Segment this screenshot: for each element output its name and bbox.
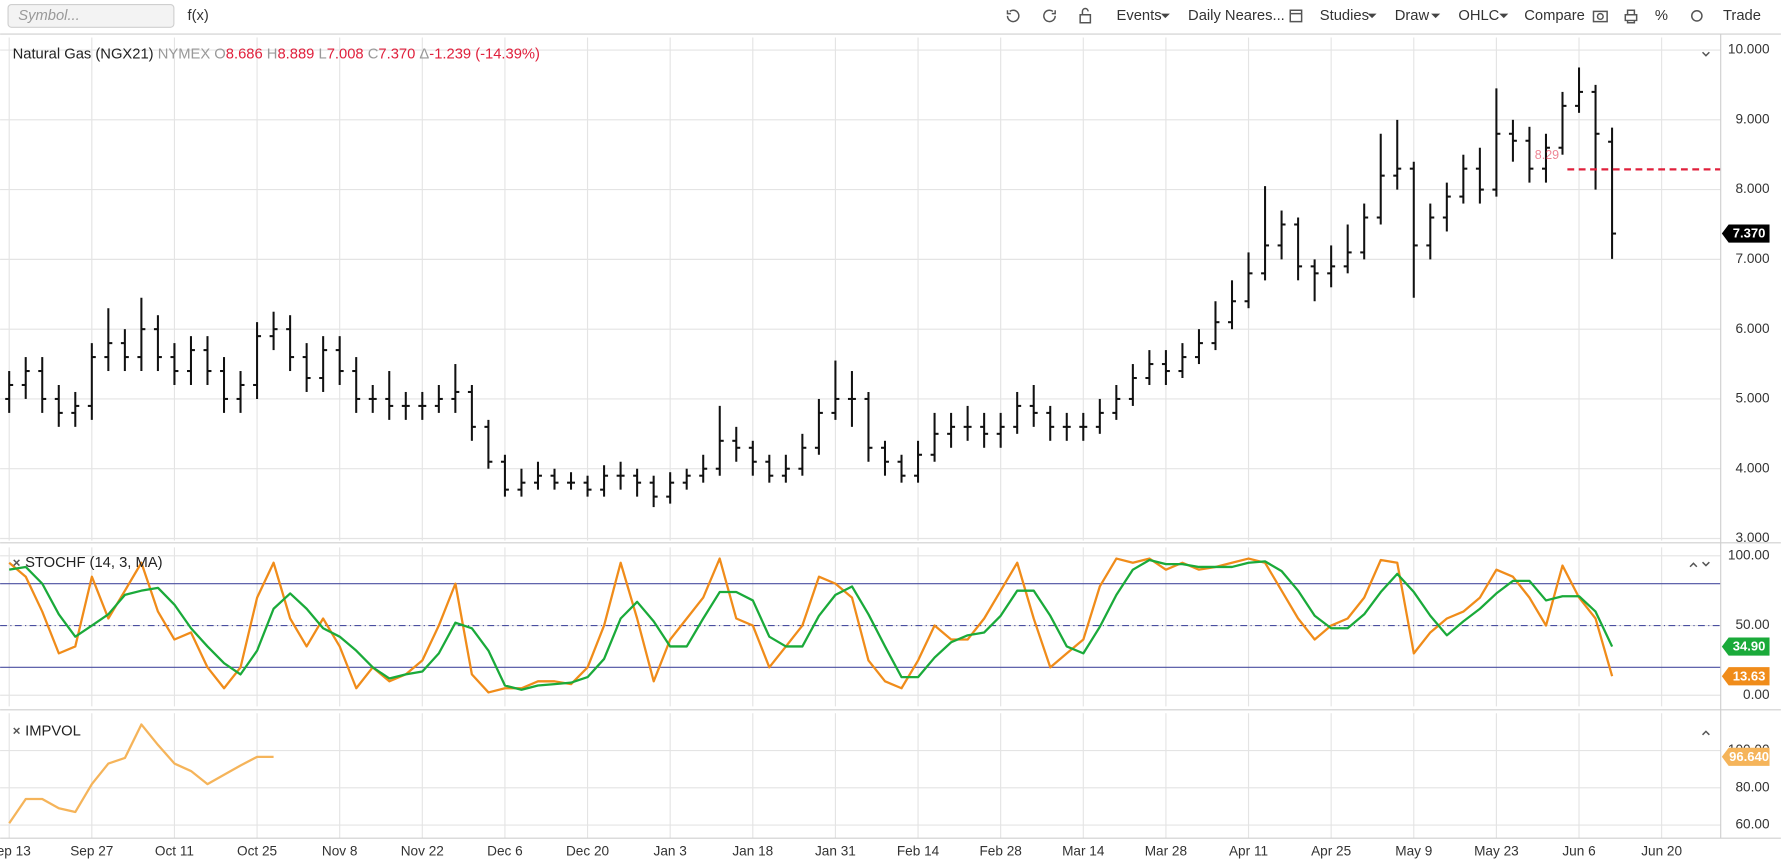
x-tick-label: Oct 11 <box>155 843 194 858</box>
print-icon[interactable] <box>1624 9 1638 24</box>
x-tick-label: May 9 <box>1395 843 1432 858</box>
price-legend: Natural Gas (NGX21) NYMEX O8.686 H8.889 … <box>13 46 540 62</box>
y-tick-label: 0.00 <box>1743 687 1770 702</box>
reference-label: 8.29 <box>1535 148 1559 162</box>
value-badge <box>1721 747 1770 766</box>
change-key: Δ <box>419 46 429 62</box>
y-tick-label: 60.00 <box>1735 817 1769 832</box>
x-tick-label: Sep 27 <box>70 843 113 858</box>
x-tick-label: Jun 6 <box>1562 843 1595 858</box>
pane-arrows[interactable] <box>1689 561 1710 568</box>
caret <box>1160 13 1170 19</box>
compare-button[interactable]: Compare <box>1524 8 1585 24</box>
ohlc-value: 8.889 <box>277 46 314 62</box>
study-line <box>8 557 1614 694</box>
y-tick-label: 5.000 <box>1735 391 1769 406</box>
x-tick-label: Dec 20 <box>566 843 610 858</box>
caret <box>1431 13 1441 19</box>
study-title: STOCHF (14, 3, MA) <box>25 555 162 571</box>
value-badge <box>1721 224 1770 243</box>
remove-study-icon[interactable] <box>13 727 20 735</box>
x-tick-label: Jun 20 <box>1641 843 1682 858</box>
remove-study-icon[interactable] <box>13 559 20 567</box>
symbol-input[interactable] <box>7 3 175 28</box>
labels-layer: 3.000 4.000 5.000 6.000 7.000 8.000 9.000 10.00… <box>0 42 1770 859</box>
marks-layer <box>5 67 1721 824</box>
caret <box>1367 13 1377 19</box>
y-tick-label: 7.000 <box>1735 251 1769 266</box>
value-badge-label: 7.370 <box>1733 226 1766 241</box>
x-tick-label: Jan 31 <box>815 843 856 858</box>
study-line <box>9 558 1614 691</box>
ohlc-key: C <box>368 46 379 62</box>
redo-icon[interactable] <box>1043 9 1056 23</box>
ohlc-value: 7.370 <box>378 46 415 62</box>
menu-period[interactable]: Daily Neares... <box>1188 8 1285 24</box>
x-tick-label: Jan 18 <box>732 843 773 858</box>
value-badge <box>1721 637 1770 656</box>
study-title: IMPVOL <box>25 723 81 739</box>
y-tick-label: 6.000 <box>1735 321 1769 336</box>
y-tick-label: 100.00 <box>1728 547 1770 562</box>
x-tick-label: Nov 8 <box>322 843 358 858</box>
menu-draw[interactable]: Draw <box>1395 8 1430 24</box>
y-tick-label: 10.000 <box>1728 42 1770 57</box>
instrument-title: Natural Gas (NGX21) <box>13 46 154 62</box>
trade-button[interactable]: Trade <box>1723 8 1761 24</box>
x-tick-label: Sep 13 <box>0 843 31 858</box>
x-tick-label: Oct 25 <box>237 843 277 858</box>
settings-icon[interactable] <box>1691 10 1703 22</box>
calendar-icon[interactable] <box>1289 9 1303 23</box>
value-badge-label: 96.640 <box>1729 749 1769 764</box>
y-tick-label: 80.00 <box>1735 779 1769 794</box>
value-badge <box>1721 667 1770 686</box>
undo-icon[interactable] <box>1006 9 1020 23</box>
y-tick-label: 9.000 <box>1735 111 1769 126</box>
x-tick-label: Dec 6 <box>487 843 523 858</box>
menu-studies[interactable]: Studies <box>1320 8 1369 24</box>
x-tick-label: May 23 <box>1474 843 1519 858</box>
y-tick-label: 50.00 <box>1735 617 1769 632</box>
x-tick-label: Apr 11 <box>1229 843 1268 858</box>
caret <box>1499 13 1509 19</box>
y-tick-label: 4.000 <box>1735 460 1769 475</box>
toolbar: Symbol... f(x) Events Daily Neares... St… <box>7 3 1761 28</box>
ohlc-value: 8.686 <box>226 46 263 62</box>
value-badge-label: 34.90 <box>1733 639 1766 654</box>
x-tick-label: Feb 28 <box>979 843 1021 858</box>
fx-button[interactable]: f(x) <box>187 8 208 24</box>
ohlc-value: 7.008 <box>327 46 364 62</box>
x-tick-label: Jan 3 <box>654 843 687 858</box>
ohlc-key: O <box>214 46 225 62</box>
y-tick-label: 8.000 <box>1735 181 1769 196</box>
grid-layer <box>0 37 1721 839</box>
study-line <box>8 723 274 824</box>
x-tick-label: Mar 28 <box>1145 843 1187 858</box>
x-tick-label: Apr 25 <box>1311 843 1351 858</box>
ohlc-key: L <box>318 46 326 62</box>
value-badge-label: 13.63 <box>1733 668 1766 683</box>
exchange: NYMEX <box>158 46 211 62</box>
menu-events[interactable]: Events <box>1117 8 1162 24</box>
x-tick-label: Mar 14 <box>1062 843 1105 858</box>
menu-chart-type[interactable]: OHLC <box>1458 8 1499 24</box>
pane-arrows[interactable] <box>1702 730 1710 736</box>
y-tick-label: 3.000 <box>1735 530 1769 545</box>
ohlc-key: H <box>267 46 278 62</box>
change-value: -1.239 (-14.39%) <box>429 46 540 62</box>
camera-icon[interactable] <box>1592 10 1608 23</box>
percent-button[interactable]: % <box>1655 8 1668 24</box>
lock-icon[interactable] <box>1079 7 1092 24</box>
collapse-icon[interactable] <box>1702 51 1710 57</box>
symbol-placeholder: Symbol... <box>18 8 79 24</box>
x-tick-label: Nov 22 <box>401 843 444 858</box>
x-tick-label: Feb 14 <box>897 843 940 858</box>
